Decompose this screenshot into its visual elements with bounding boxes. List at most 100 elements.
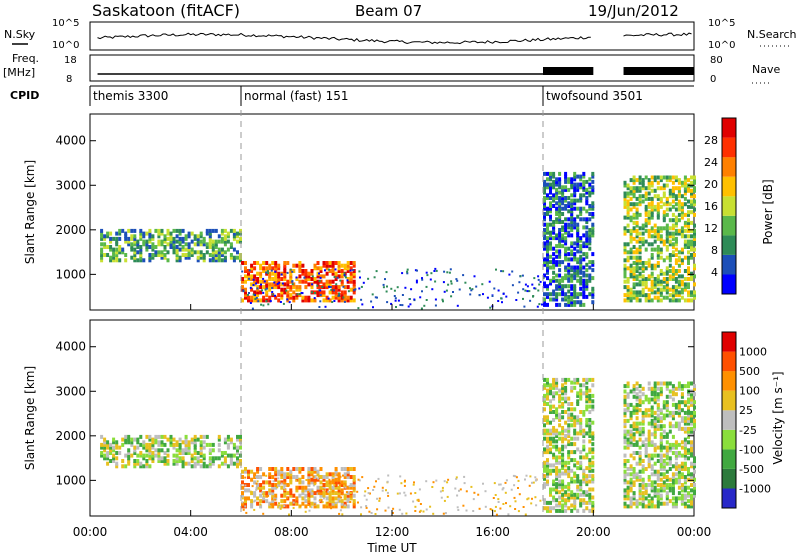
heat-cell — [579, 212, 583, 216]
heat-cell — [328, 282, 332, 287]
heat-cell — [313, 504, 317, 509]
heat-cell — [623, 501, 627, 506]
heat-cell — [687, 469, 690, 474]
heat-cell — [671, 269, 675, 273]
power-colorbar-label: Power [dB] — [761, 179, 775, 244]
heat-cell — [653, 263, 657, 268]
heat-cell — [693, 274, 696, 279]
heat-cell — [656, 496, 660, 501]
heat-cell — [650, 204, 654, 209]
heat-cell — [693, 247, 696, 252]
heat-cell — [632, 271, 636, 276]
heat-cell — [319, 266, 323, 271]
heat-speck — [390, 287, 393, 290]
heat-cell — [561, 377, 565, 382]
heat-speck — [343, 496, 346, 499]
heat-speck — [256, 287, 259, 290]
heat-cell — [289, 480, 293, 485]
heat-cell — [136, 440, 140, 445]
heat-cell — [690, 477, 693, 482]
heat-cell — [588, 399, 592, 404]
heat-cell — [262, 496, 266, 501]
heat-cell — [175, 258, 179, 263]
heat-cell — [325, 472, 329, 477]
heat-cell — [250, 277, 254, 281]
heat-cell — [181, 459, 185, 463]
heat-speck — [502, 487, 505, 490]
heat-speck — [305, 479, 308, 481]
heat-cell — [674, 277, 678, 281]
heat-cell — [211, 247, 215, 252]
heat-cell — [623, 247, 627, 252]
heat-cell — [690, 234, 693, 239]
heat-cell — [638, 188, 642, 193]
heat-cell — [133, 445, 137, 450]
heat-cell — [157, 434, 161, 439]
heat-cell — [172, 239, 176, 244]
heat-cell — [585, 284, 589, 289]
heat-cell — [656, 501, 660, 506]
heat-cell — [232, 453, 236, 458]
heat-cell — [142, 231, 146, 236]
heat-cell — [591, 436, 595, 441]
heat-cell — [687, 410, 690, 415]
heat-cell — [301, 279, 305, 284]
heat-cell — [145, 242, 149, 247]
heat-cell — [334, 469, 338, 474]
heat-cell — [650, 386, 654, 391]
heat-cell — [232, 247, 236, 252]
heat-cell — [558, 302, 562, 307]
velocity-panel — [89, 319, 695, 517]
heat-speck — [357, 478, 360, 481]
colorbar-swatch — [722, 215, 736, 236]
heat-cell — [650, 504, 654, 509]
heat-cell — [680, 210, 684, 215]
heat-cell — [650, 282, 654, 287]
heat-cell — [561, 410, 565, 414]
heat-cell — [352, 504, 356, 509]
heat-cell — [558, 284, 562, 289]
heat-cell — [124, 434, 128, 439]
heat-cell — [641, 493, 645, 498]
heat-cell — [573, 415, 577, 420]
heat-cell — [567, 460, 571, 465]
heat-cell — [292, 282, 296, 287]
heat-cell — [567, 415, 571, 420]
heat-cell — [591, 420, 595, 425]
heat-cell — [328, 496, 332, 501]
heat-cell — [160, 459, 164, 463]
heat-cell — [674, 215, 678, 220]
heat-cell — [127, 239, 131, 244]
heat-cell — [650, 440, 654, 445]
heat-cell — [582, 265, 586, 270]
heat-cell — [217, 258, 221, 263]
heat-cell — [585, 238, 589, 243]
heat-cell — [226, 437, 230, 442]
heat-cell — [579, 423, 583, 428]
heat-cell — [626, 491, 630, 496]
heat-cell — [352, 488, 356, 493]
heat-cell — [644, 204, 648, 209]
heat-cell — [573, 273, 577, 278]
heat-cell — [229, 437, 233, 442]
heat-cell — [564, 396, 568, 401]
heat-cell — [650, 392, 654, 397]
heat-cell — [680, 426, 684, 431]
heat-cell — [671, 285, 675, 290]
heat-cell — [567, 222, 571, 227]
heat-cell — [591, 479, 595, 484]
heat-cell — [229, 440, 233, 445]
heat-cell — [552, 222, 556, 227]
heat-cell — [576, 377, 580, 382]
heat-cell — [567, 204, 571, 208]
heat-cell — [552, 426, 556, 430]
heat-cell — [193, 461, 197, 466]
heat-cell — [671, 223, 675, 228]
heat-cell — [169, 234, 173, 239]
heat-cell — [591, 222, 595, 227]
heat-cell — [677, 442, 681, 447]
heat-speck — [494, 505, 497, 508]
heat-cell — [570, 278, 574, 283]
heat-cell — [567, 423, 571, 428]
heat-cell — [115, 242, 119, 247]
